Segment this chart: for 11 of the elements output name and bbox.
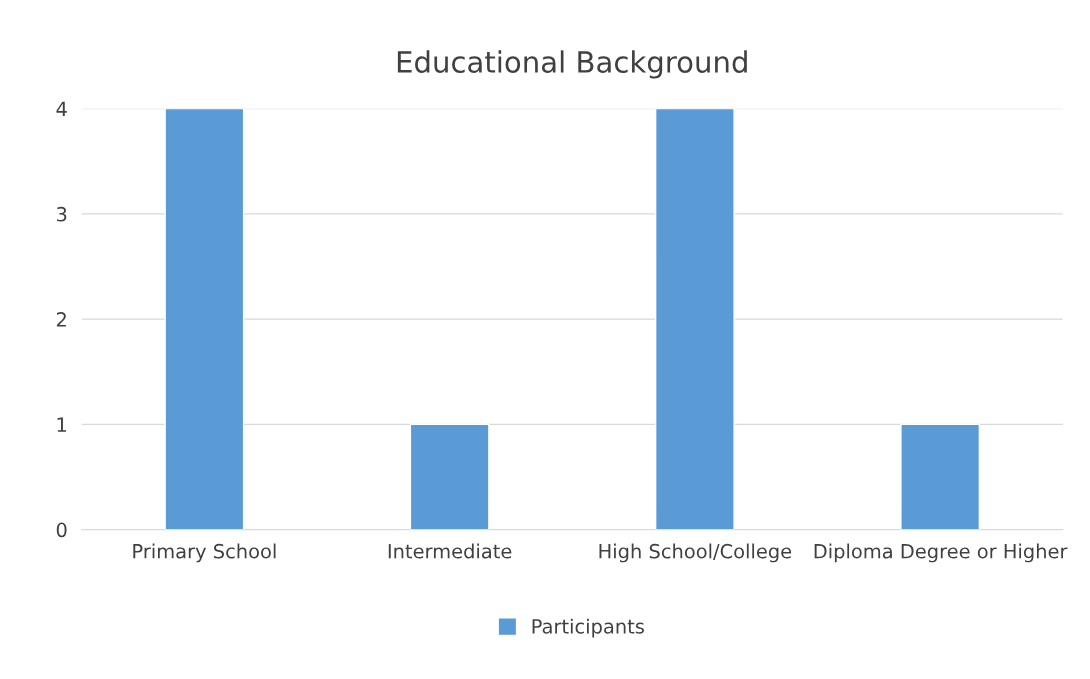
x-tick-label: High School/College bbox=[599, 543, 792, 563]
y-tick-label: 2 bbox=[56, 312, 66, 327]
legend-label: Participants bbox=[532, 618, 644, 638]
y-tick-label: 1 bbox=[57, 417, 67, 432]
x-tick-label: Primary School bbox=[133, 543, 276, 563]
x-tick-label: Diploma Degree or Higher bbox=[814, 543, 1068, 563]
y-tick-label: 0 bbox=[56, 522, 67, 538]
y-tick-label: 3 bbox=[56, 206, 67, 222]
y-tick-label: 4 bbox=[56, 101, 67, 117]
x-tick-label: Intermediate bbox=[388, 543, 512, 559]
chart-title: Educational Background bbox=[397, 50, 747, 79]
